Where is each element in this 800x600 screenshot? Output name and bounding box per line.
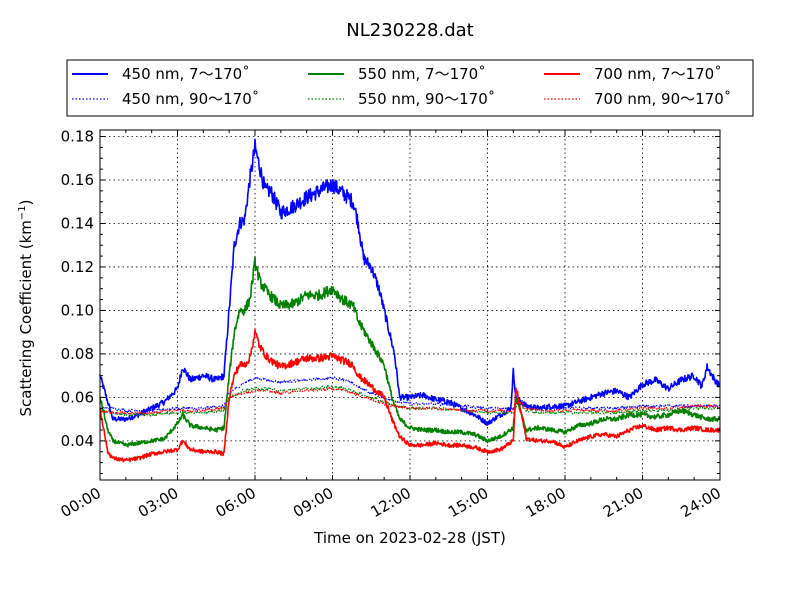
y-axis-label-main: Scattering Coefficient (km	[17, 220, 35, 416]
y-tick-label: 0.16	[61, 171, 94, 189]
legend-label-1: 450 nm, 90～170˚	[122, 90, 259, 108]
legend-label-3: 550 nm, 90～170˚	[358, 90, 495, 108]
x-tick-label: 18:00	[523, 484, 569, 521]
y-tick-label: 0.04	[61, 432, 94, 450]
x-tick-label: 00:00	[58, 484, 104, 521]
x-tick-label: 12:00	[368, 484, 414, 521]
legend-box	[66, 59, 754, 117]
y-tick-label: 0.10	[61, 301, 94, 319]
series-line-5	[99, 387, 721, 415]
series-layer	[99, 138, 721, 463]
axes: 00:00 03:00 06:00 09:00 12:00 15:00 18:00 21:00…	[58, 128, 724, 522]
chart-title: NL230228.dat	[346, 20, 473, 41]
y-tick-label: 0.06	[61, 388, 94, 406]
legend-label-0: 450 nm, 7～170˚	[122, 65, 250, 83]
x-tick-label: 21:00	[600, 484, 646, 521]
series-line-3	[99, 384, 721, 417]
series-line-1	[99, 376, 721, 413]
series-line-2	[99, 256, 721, 448]
series-line-0	[99, 138, 721, 427]
legend-label-4: 700 nm, 7～170˚	[594, 65, 722, 83]
series-line-4	[99, 328, 721, 463]
y-tick-label: 0.12	[61, 258, 94, 276]
x-tick-label: 03:00	[135, 484, 181, 521]
legend: 450 nm, 7～170˚ 550 nm, 7～170˚ 700 nm, 7～17…	[66, 59, 754, 117]
y-axis-label: Scattering Coefficient (km−1)	[17, 199, 35, 416]
x-tick-label: 24:00	[678, 484, 724, 521]
y-tick-label: 0.08	[61, 345, 94, 363]
legend-label-5: 700 nm, 90～170˚	[594, 90, 731, 108]
legend-label-2: 550 nm, 7～170˚	[358, 65, 486, 83]
y-axis-label-sup: −1	[17, 205, 28, 220]
x-tick-label: 09:00	[290, 484, 336, 521]
x-axis-label: Time on 2023-02-28 (JST)	[313, 529, 506, 547]
y-tick-label: 0.18	[61, 128, 94, 146]
x-tick-label: 06:00	[213, 484, 259, 521]
y-tick-label: 0.14	[61, 214, 94, 232]
y-axis-label-end: )	[17, 199, 35, 205]
x-tick-label: 15:00	[445, 484, 491, 521]
